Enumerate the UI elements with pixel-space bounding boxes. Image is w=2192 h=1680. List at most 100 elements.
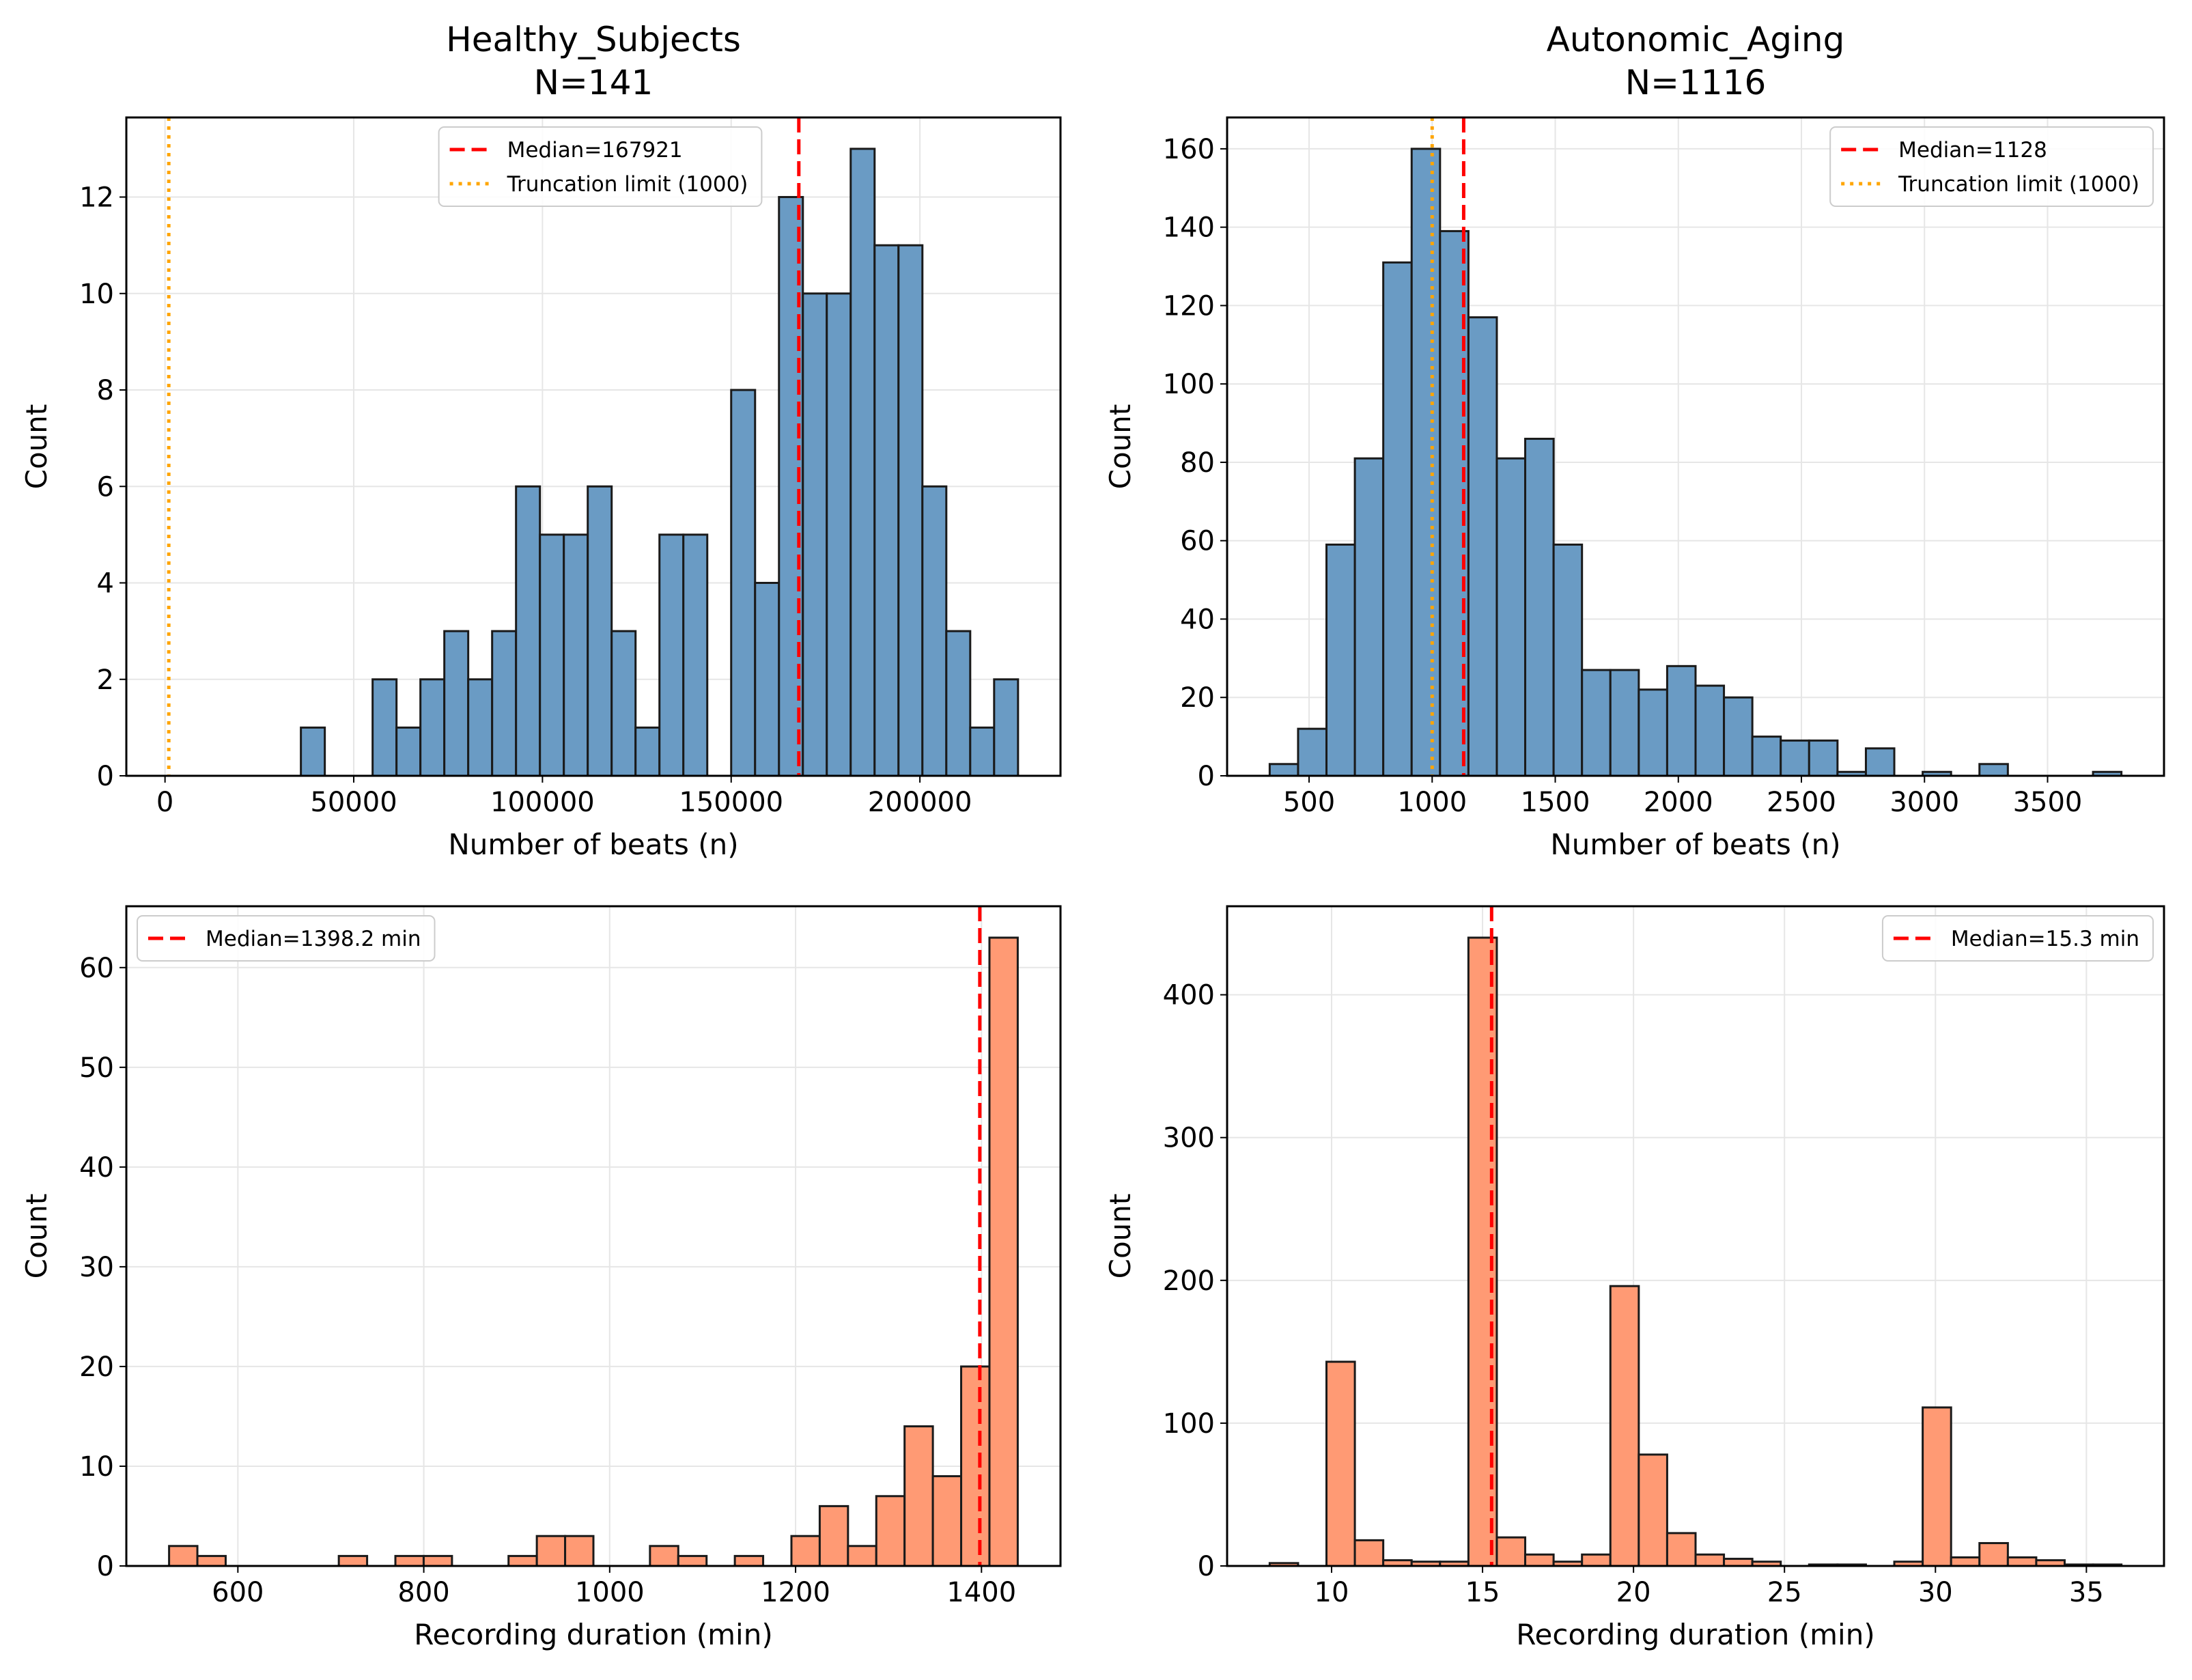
axes-frame [1226,116,2165,777]
histogram-bar [168,1545,199,1567]
x-tick-label: 35 [2069,1577,2104,1608]
y-tick-label: 20 [79,1352,114,1383]
y-tick-label: 120 [1163,290,1215,322]
x-tick-label: 1000 [1397,787,1467,818]
y-tick-label: 10 [79,1451,114,1483]
histogram-bar [1723,1558,1754,1567]
x-tick-label: 30 [1918,1577,1953,1608]
histogram-bar [1353,1539,1385,1567]
x-tick-label: 20 [1616,1577,1651,1608]
histogram-bar [945,630,972,777]
histogram-bar [1666,664,1697,777]
histogram-bar [1410,148,1442,777]
histogram-bar [1325,543,1356,777]
chart-subtitle: N=141 [534,63,654,102]
histogram-bar [1978,1542,2009,1567]
histogram-bar [1694,684,1726,777]
histogram-bar [587,485,613,777]
histogram-bar [1467,936,1498,1567]
histogram-bar [1297,727,1328,777]
histogram-bar [196,1554,227,1567]
x-tick-label: 500 [1283,787,1335,818]
y-tick-label: 140 [1163,212,1215,244]
x-tick-label: 50000 [310,787,397,818]
histogram-bar [535,1535,567,1567]
y-tick-label: 40 [79,1152,114,1184]
histogram-bar [300,726,326,777]
histogram-bar [515,485,542,777]
histogram-bar [1609,669,1640,777]
histogram-bar [677,1554,708,1567]
histogram-bar [1325,1360,1356,1567]
x-axis-label: Recording duration (min) [414,1618,772,1651]
histogram-bar [1638,1453,1668,1567]
histogram-bar [563,533,589,777]
y-axis-label: Count [20,404,53,490]
legend-label: Truncation limit (1000) [1898,172,2139,197]
histogram-bar [921,485,948,777]
histogram-bar [826,292,852,777]
histogram-bar [849,148,876,777]
x-axis-label: Recording duration (min) [1516,1618,1874,1651]
histogram-bar [1495,457,1527,777]
x-tick-label: 200000 [868,787,972,818]
histogram-bar [2006,1556,2038,1567]
y-tick-label: 300 [1163,1123,1215,1154]
x-tick-label: 1500 [1521,787,1590,818]
histogram-bar [847,1545,877,1567]
chart-title: Autonomic_Aging [1547,20,1845,59]
histogram-bar [1864,747,1896,777]
histogram-bar [491,630,518,777]
histogram-bar [802,292,828,777]
x-tick-label: 1400 [946,1577,1016,1608]
x-tick-label: 150000 [679,787,783,818]
histogram-bar [790,1535,821,1567]
x-tick-label: 800 [397,1577,449,1608]
histogram-bar [818,1504,849,1567]
histogram-bar [931,1475,963,1567]
histogram-bar [1581,669,1612,777]
histogram-bar [1950,1556,1981,1567]
y-tick-label: 60 [79,953,114,984]
panel-2: 500 1000 1500 2000 2500 3000 3500 0 20 40 60 80 100 1… [1104,20,2165,861]
panel-1: 0 50000 100000 150000 200000 0 2 4 6 8 10 12 Number … [20,20,1062,861]
legend-label: Median=15.3 min [1951,927,2139,951]
histogram-bar [337,1554,369,1567]
y-tick-label: 0 [97,761,114,792]
legend: Median=15.3 min [1881,915,2154,962]
histogram-bar [467,678,494,777]
histogram-bar [960,1365,991,1567]
histogram-bar [395,726,422,777]
histogram-bar [993,678,1020,777]
histogram-bar [1666,1532,1697,1567]
axes-frame [1226,905,2165,1567]
histogram-bar [1694,1553,1726,1567]
histogram-bar [1467,316,1498,777]
y-axis-label: Count [1104,1194,1137,1279]
histogram-bar [754,582,781,777]
x-tick-label: 2000 [1644,787,1713,818]
y-tick-label: 0 [1198,761,1215,792]
y-tick-label: 400 [1163,980,1215,1011]
x-axis-label: Number of beats (n) [1550,828,1840,861]
histogram-bar [875,1495,906,1567]
x-tick-label: 2500 [1767,787,1836,818]
histogram-bar [539,533,565,777]
x-axis-label: Number of beats (n) [448,828,738,861]
histogram-bar [610,630,637,777]
legend: Median=1128 Truncation limit (1000) [1829,126,2154,207]
histogram-bar [1638,688,1668,777]
y-tick-label: 0 [97,1551,114,1582]
y-axis-label: Count [1104,404,1137,490]
histogram-bar [1524,438,1555,777]
histogram-bar [897,244,924,777]
x-tick-label: 100000 [490,787,595,818]
y-tick-label: 30 [79,1252,114,1283]
histogram-bar [1780,739,1810,777]
chart-subtitle: N=1116 [1625,63,1767,102]
legend-label: Median=1128 [1898,138,2047,163]
legend-box [137,915,436,962]
histogram-bar [1581,1553,1612,1567]
histogram-bar [1922,1406,1952,1567]
y-tick-label: 0 [1198,1551,1215,1582]
